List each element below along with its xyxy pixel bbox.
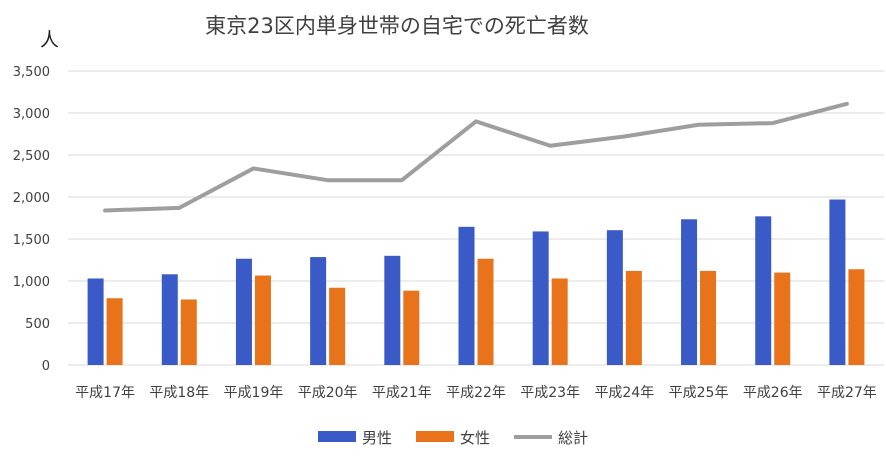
x-tick-label: 平成17年	[75, 385, 135, 401]
line-point	[104, 209, 106, 211]
bar-female	[106, 298, 123, 365]
bar-female	[625, 270, 642, 365]
legend-label: 男性	[362, 429, 392, 447]
y-tick-labels: 0 500 1,000 1,500 2,000 2,500 3,000 3,500	[13, 65, 50, 374]
x-tick-label: 平成18年	[149, 385, 209, 401]
legend-label: 総計	[558, 429, 588, 447]
x-tick-label: 平成26年	[743, 385, 803, 401]
bar-female	[848, 269, 865, 365]
legend-swatch	[416, 431, 454, 442]
y-tick-label: 2,000	[13, 191, 50, 206]
y-tick-label: 0	[42, 359, 50, 374]
legend: 男性 女性 総計	[318, 429, 588, 447]
bar-female	[774, 272, 791, 365]
x-tick-label: 平成19年	[224, 385, 284, 401]
bars	[87, 199, 865, 365]
y-tick-label: 500	[25, 317, 50, 332]
y-tick-label: 3,500	[13, 65, 50, 80]
line-point	[772, 122, 774, 124]
bar-female	[329, 287, 346, 365]
chart-title: 東京23区内単身世帯の自宅での死亡者数	[205, 14, 589, 38]
bar-male	[755, 216, 772, 365]
x-tick-label: 平成20年	[298, 385, 358, 401]
x-tick-label: 平成23年	[520, 385, 580, 401]
line-point	[846, 103, 848, 105]
bar-female	[180, 299, 197, 365]
line-point	[401, 179, 403, 181]
bar-female	[700, 270, 717, 365]
bar-male	[606, 230, 623, 365]
x-tick-labels: 平成17年 平成18年 平成19年 平成20年 平成21年 平成22年 平成23年 平成24年…	[75, 385, 877, 401]
bar-male	[532, 231, 549, 365]
bar-male	[384, 255, 401, 365]
line-point	[327, 179, 329, 181]
line-point	[549, 145, 551, 147]
y-unit-label: 人	[40, 29, 59, 51]
x-tick-label: 平成22年	[446, 385, 506, 401]
legend-swatch	[318, 431, 356, 442]
bar-male	[829, 199, 846, 365]
total-line	[103, 101, 849, 213]
line-point	[252, 167, 254, 169]
bar-female	[551, 278, 568, 365]
x-tick-label: 平成24年	[594, 385, 654, 401]
y-tick-label: 1,000	[13, 275, 50, 290]
bar-male	[310, 257, 327, 365]
bar-male	[235, 258, 252, 365]
line-total	[103, 101, 849, 213]
bar-male	[458, 226, 475, 365]
line-point	[475, 120, 477, 122]
x-tick-label: 平成21年	[372, 385, 432, 401]
bar-female	[477, 258, 494, 365]
line-point	[178, 207, 180, 209]
bar-male	[681, 219, 698, 365]
bar-male	[87, 278, 104, 365]
y-tick-label: 2,500	[13, 149, 50, 164]
bar-female	[403, 290, 420, 365]
bar-female	[254, 275, 271, 365]
x-tick-label: 平成27年	[817, 385, 877, 401]
line-point	[623, 136, 625, 138]
legend-label: 女性	[460, 429, 490, 447]
line-point	[698, 124, 700, 126]
y-tick-label: 1,500	[13, 233, 50, 248]
bar-male	[161, 274, 178, 365]
y-tick-label: 3,000	[13, 107, 50, 122]
x-tick-label: 平成25年	[669, 385, 729, 401]
